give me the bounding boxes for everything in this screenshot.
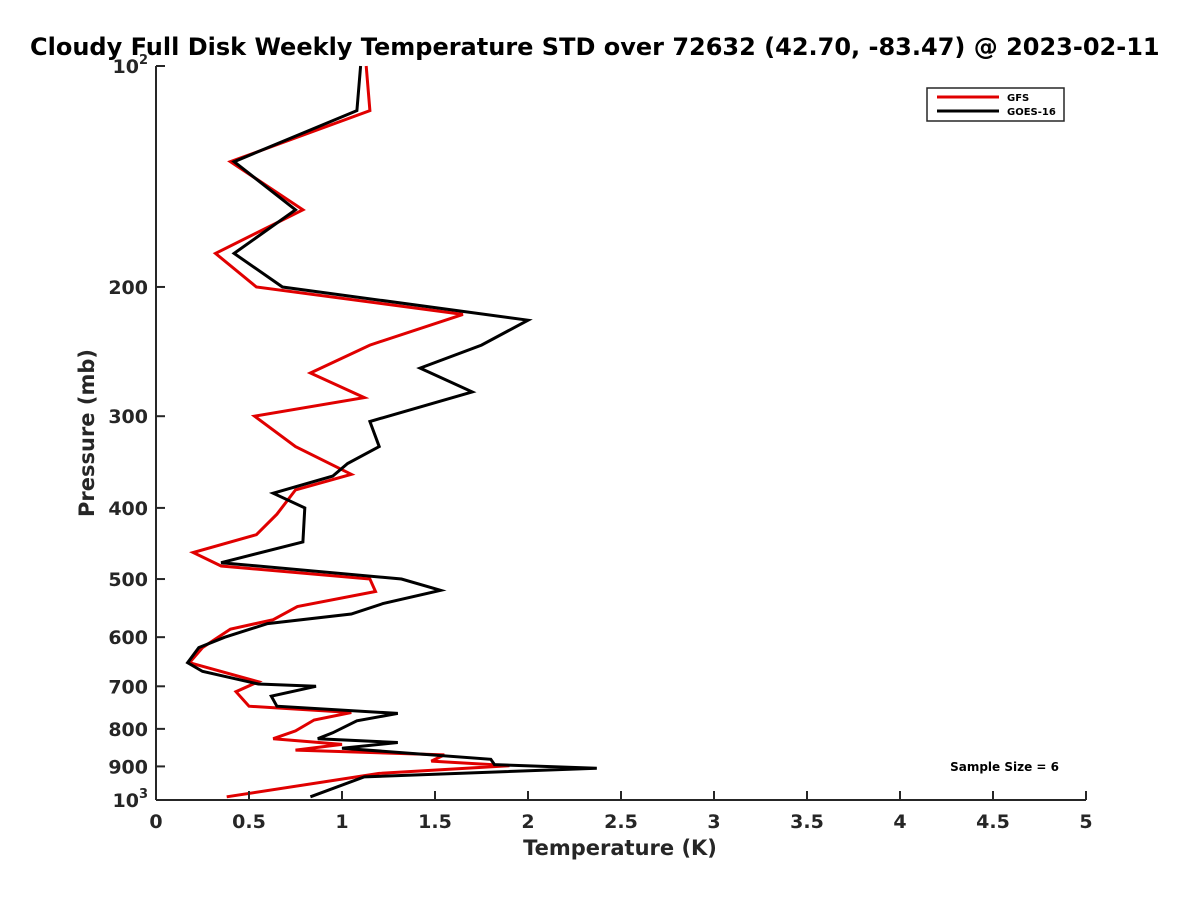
- x-tick-label: 2.5: [604, 811, 638, 833]
- x-axis-label: Temperature (K): [523, 836, 717, 860]
- y-tick-label: 102: [113, 53, 149, 78]
- x-tick-label: 3.5: [790, 811, 824, 833]
- x-tick-label: 4.5: [976, 811, 1010, 833]
- x-tick-label: 2: [521, 811, 534, 833]
- series-line-goes-16: [185, 65, 597, 799]
- legend-label: GFS: [1007, 93, 1029, 104]
- x-tick-label: 1: [335, 811, 348, 833]
- series-line-gfs: [186, 65, 510, 799]
- x-tick-label: 0.5: [232, 811, 266, 833]
- y-tick-label: 700: [108, 676, 148, 698]
- x-tick-label: 0: [149, 811, 162, 833]
- plot-area: [185, 65, 597, 799]
- y-tick-label: 103: [113, 787, 149, 812]
- axes: 0 0.5 1 1.5 2 2.5 3 3.5 4 4.5 5 102 200 300 400 500 600 7…: [108, 53, 1092, 833]
- y-tick-label: 600: [108, 627, 148, 649]
- y-tick-label: 500: [108, 569, 148, 591]
- sample-size-annotation: Sample Size = 6: [950, 760, 1059, 774]
- y-tick-label: 300: [108, 406, 148, 428]
- legend-label: GOES-16: [1007, 107, 1056, 118]
- y-tick-label: 800: [108, 719, 148, 741]
- y-tick-label: 400: [108, 498, 148, 520]
- x-tick-label: 5: [1079, 811, 1092, 833]
- y-tick-label: 200: [108, 277, 148, 299]
- chart-title: Cloudy Full Disk Weekly Temperature STD …: [30, 33, 1160, 61]
- legend-box: [926, 87, 1065, 122]
- x-tick-label: 4: [893, 811, 906, 833]
- legend: GFS GOES-16: [926, 87, 1065, 122]
- x-tick-label: 3: [707, 811, 720, 833]
- y-tick-label: 900: [108, 756, 148, 778]
- y-axis-label: Pressure (mb): [75, 349, 99, 517]
- x-tick-label: 1.5: [418, 811, 452, 833]
